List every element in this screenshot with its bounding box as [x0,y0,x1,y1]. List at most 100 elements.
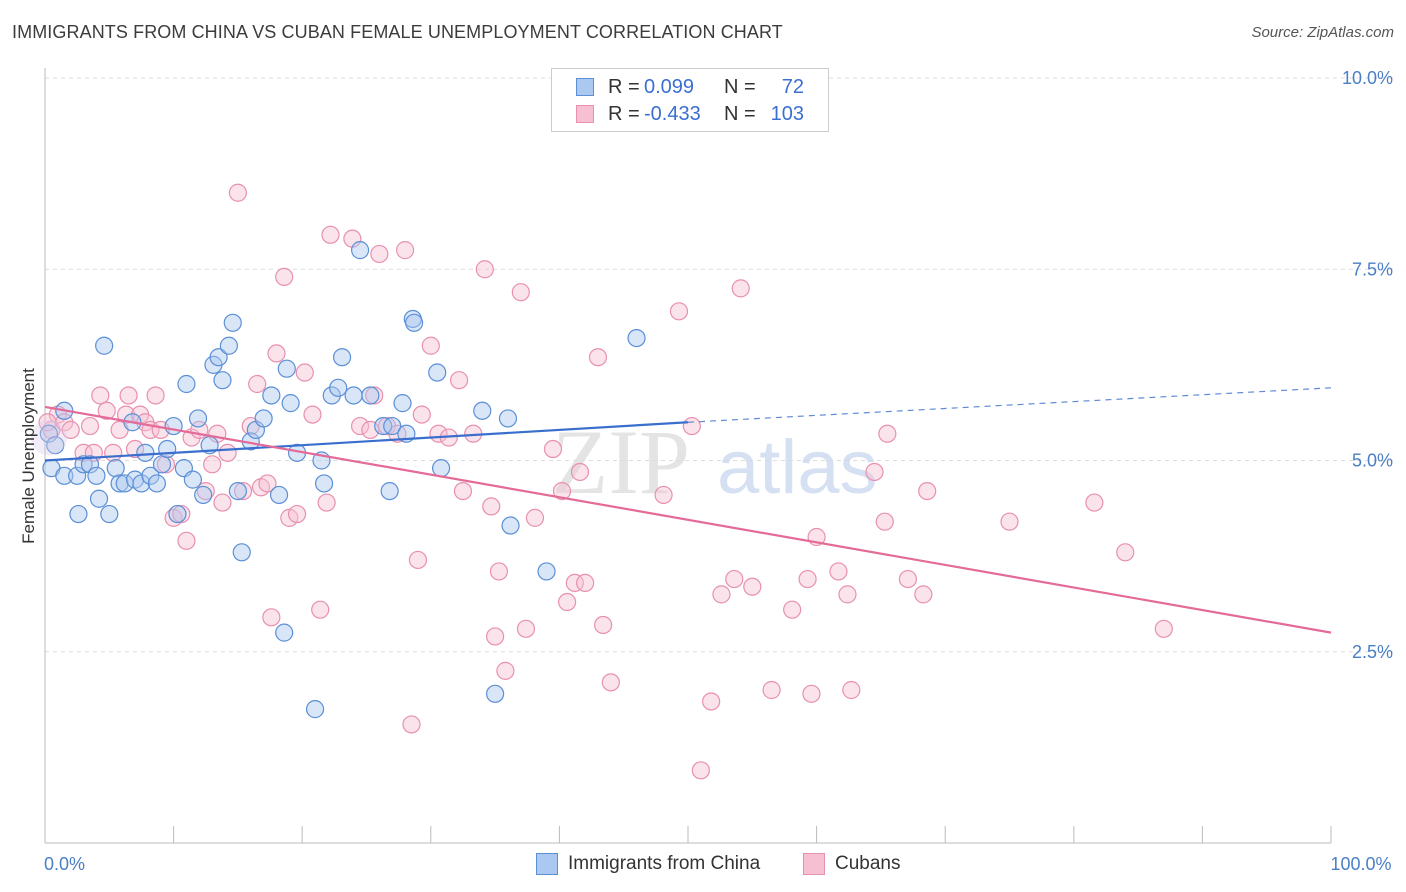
china-point [269,485,289,505]
source-label: Source: ZipAtlas.com [1251,24,1394,41]
cuban-point [702,692,721,711]
cuban-point [594,615,613,635]
china-point [314,474,334,493]
china-point [228,482,247,501]
legend-n-label: N = [724,102,756,125]
cuban-point [1000,512,1019,531]
series-cubans [38,183,1173,780]
china-point [177,374,196,394]
watermark: ZIP atlas [552,411,878,513]
cuban-point [552,482,572,501]
cuban-point [878,424,897,443]
cuban-point [203,455,222,474]
china-point [194,485,213,505]
bottom-legend-swatch-china [536,853,558,875]
watermark-atlas: atlas [717,425,878,510]
stats-legend: R = 0.099 N = 72 R = -0.433 N = 103 [551,68,829,132]
cuban-point [248,374,267,394]
legend-r-label: R = [608,102,640,125]
cuban-point [516,619,536,638]
china-point [136,443,155,462]
legend-row-cubans: R = -0.433 N = 103 [576,102,804,126]
cuban-point [489,562,509,581]
cuban-point [712,585,731,604]
x-tick-label: 100.0% [1330,854,1391,874]
cuban-point [258,474,277,493]
china-point [68,466,87,485]
x-tick-label: 0.0% [44,854,85,874]
cuban-point [38,413,57,432]
cuban-point [682,416,701,436]
cuban-point [449,371,469,390]
cuban-point [482,497,501,516]
cuban-point [558,592,577,612]
cuban-point [61,420,80,439]
china-point [498,409,518,428]
bottom-legend-cubans: Cubans [803,851,901,877]
china-point [183,470,202,489]
cuban-point [408,550,428,570]
cuban-point [365,386,384,405]
china-point [350,241,370,260]
cuban-trend-line [44,405,1332,634]
cuban-point [402,715,421,734]
china-point [232,543,251,562]
cuban-point [486,627,505,646]
bottom-legend-label-cubans: Cubans [835,853,901,874]
cuban-point [350,416,370,436]
china-point [74,455,93,474]
y-tick-label: 2.5% [1352,642,1393,662]
legend-n-value: 103 [770,102,804,125]
china-point [152,455,172,474]
cuban-point [228,183,247,202]
cuban-point [669,302,689,321]
china-point [219,336,238,355]
y-tick-label: 5.0% [1352,451,1393,471]
cuban-point [838,585,857,604]
cuban-point [295,363,314,382]
china-point [486,684,505,703]
china-point [281,394,300,413]
cuban-point [691,761,710,780]
china-point [209,348,228,367]
axes [44,68,1332,844]
china-point [277,359,296,378]
legend-n-value: 72 [781,75,804,98]
china-point [106,459,125,478]
cuban-point [1085,493,1104,512]
cuban-point [762,680,781,700]
cuban-point [802,684,821,703]
cuban-point [588,348,608,367]
cuban-point [412,405,431,424]
china-point [393,394,412,413]
china-point [80,455,100,474]
legend-n-label: N = [724,75,756,98]
cuban-point [172,504,191,524]
china-point [147,474,166,493]
china-point [361,386,380,405]
china-point [332,348,352,367]
cuban-point [125,439,145,459]
cuban-point [898,569,918,589]
cuban-point [783,600,802,619]
cuban-point [213,493,232,512]
china-point [262,386,281,405]
series-china [30,241,646,719]
china-point [69,504,88,524]
cuban-point [918,482,937,501]
cuban-point [570,462,590,482]
cuban-point [370,244,389,264]
china-trend-extension [687,387,1332,423]
cuban-point [395,241,415,260]
china-point [404,313,424,332]
cuban-point [865,462,884,482]
cuban-point [842,680,861,700]
cuban-point [453,482,473,501]
china-point [100,504,119,524]
cuban-point [146,386,165,405]
cuban-point [91,386,110,405]
cuban-point [119,386,138,405]
trend-lines [44,387,1332,634]
cluster-blob [30,419,67,456]
